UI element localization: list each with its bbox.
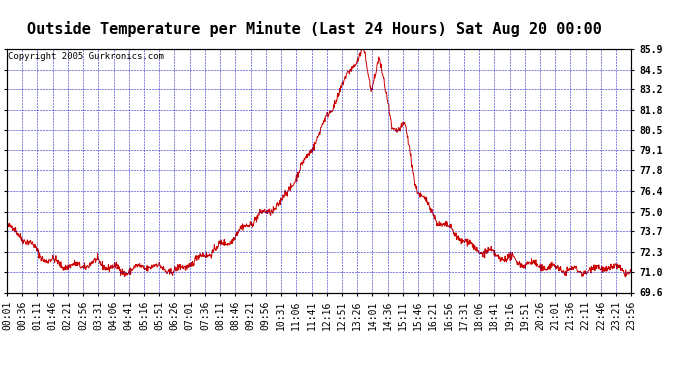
Text: Copyright 2005 Gurkronics.com: Copyright 2005 Gurkronics.com [8, 53, 164, 62]
Text: Outside Temperature per Minute (Last 24 Hours) Sat Aug 20 00:00: Outside Temperature per Minute (Last 24 … [26, 21, 602, 37]
